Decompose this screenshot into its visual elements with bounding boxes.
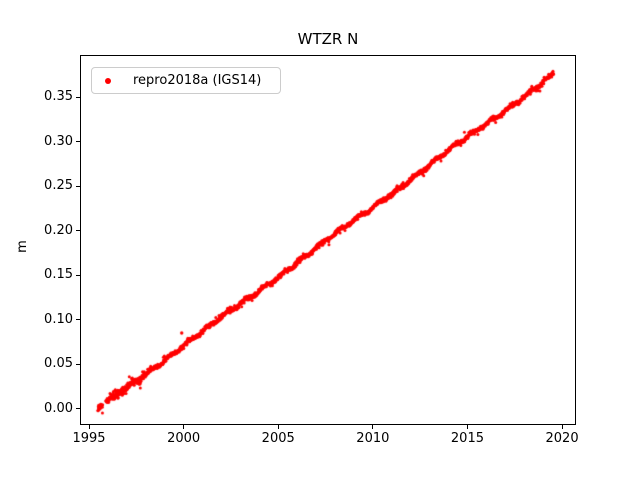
x-tick-mark (466, 425, 468, 429)
x-tick-label: 2020 (545, 431, 579, 446)
x-tick-label: 2000 (167, 431, 201, 446)
y-tick-mark (76, 363, 80, 365)
y-tick-label: 0.10 (44, 311, 73, 327)
x-tick-label: 2005 (261, 431, 295, 446)
legend-label: repro2018a (IGS14) (133, 73, 262, 88)
legend-marker-dot (105, 77, 111, 84)
x-tick-mark (277, 425, 279, 429)
x-tick-mark (561, 425, 563, 429)
y-tick-mark (76, 96, 80, 98)
y-tick-label: 0.00 (44, 400, 73, 416)
y-tick-label: 0.05 (44, 356, 73, 372)
scatter-canvas (81, 56, 575, 424)
x-tick-mark (183, 425, 185, 429)
y-tick-label: 0.30 (44, 133, 73, 149)
x-tick-mark (372, 425, 374, 429)
legend: repro2018a (IGS14) (91, 67, 281, 94)
chart-title: WTZR N (297, 30, 359, 48)
x-tick-label: 2010 (356, 431, 390, 446)
y-tick-mark (76, 408, 80, 410)
y-tick-label: 0.35 (44, 89, 73, 105)
plot-area (80, 55, 576, 425)
y-tick-mark (76, 230, 80, 232)
y-tick-label: 0.15 (44, 267, 73, 283)
y-tick-mark (76, 141, 80, 143)
x-tick-label: 2015 (450, 431, 484, 446)
x-tick-label: 1995 (72, 431, 106, 446)
y-tick-label: 0.25 (44, 178, 73, 194)
y-tick-mark (76, 274, 80, 276)
y-tick-mark (76, 319, 80, 321)
y-tick-label: 0.20 (44, 222, 73, 238)
y-axis-label: m (14, 240, 30, 253)
y-tick-mark (76, 185, 80, 187)
x-tick-mark (88, 425, 90, 429)
